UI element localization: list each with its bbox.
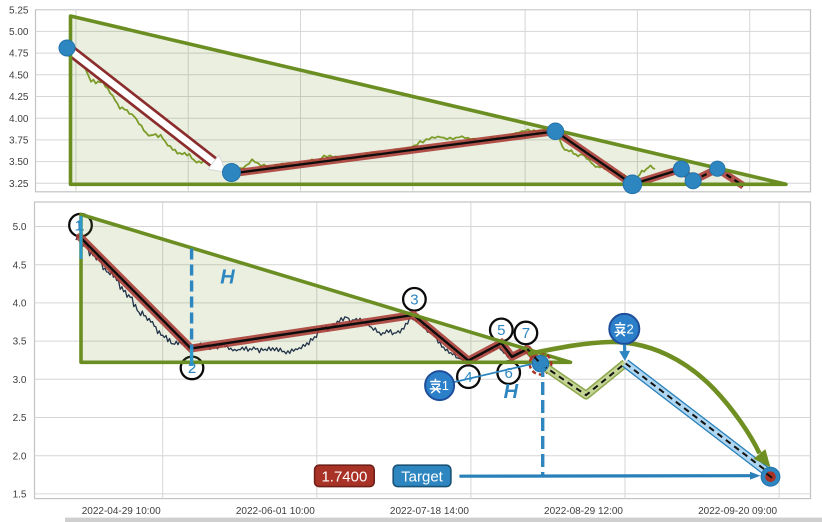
svg-text:4.00: 4.00 — [9, 114, 29, 125]
svg-text:4.5: 4.5 — [13, 260, 27, 271]
svg-text:Target: Target — [401, 468, 444, 485]
svg-text:5.0: 5.0 — [13, 222, 27, 233]
svg-text:5.00: 5.00 — [9, 27, 29, 38]
svg-text:6: 6 — [505, 365, 513, 382]
svg-text:3.50: 3.50 — [9, 157, 29, 168]
svg-text:2: 2 — [188, 360, 196, 377]
svg-text:3.0: 3.0 — [13, 375, 27, 386]
svg-text:3.25: 3.25 — [9, 179, 29, 190]
svg-text:4: 4 — [464, 369, 472, 386]
svg-text:2022-04-29 10:00: 2022-04-29 10:00 — [82, 506, 161, 517]
svg-text:2022-07-18 14:00: 2022-07-18 14:00 — [390, 506, 469, 517]
svg-text:4.25: 4.25 — [9, 92, 29, 103]
svg-text:1: 1 — [75, 217, 83, 234]
svg-text:2022-09-20 09:00: 2022-09-20 09:00 — [698, 506, 777, 517]
svg-text:3.75: 3.75 — [9, 136, 29, 147]
svg-text:3.5: 3.5 — [13, 337, 27, 348]
svg-text:4.75: 4.75 — [9, 49, 29, 60]
svg-text:2: 2 — [626, 322, 633, 337]
svg-text:5.25: 5.25 — [9, 5, 29, 16]
svg-text:H: H — [504, 381, 519, 403]
svg-text:5: 5 — [497, 322, 505, 339]
svg-text:4.50: 4.50 — [9, 70, 29, 81]
svg-text:2022-06-01 10:00: 2022-06-01 10:00 — [236, 506, 315, 517]
svg-text:2.5: 2.5 — [13, 413, 27, 424]
svg-text:2: 2 — [188, 360, 196, 377]
svg-text:2.0: 2.0 — [13, 451, 27, 462]
svg-text:2022-08-29 12:00: 2022-08-29 12:00 — [544, 506, 623, 517]
svg-text:1: 1 — [442, 378, 449, 393]
svg-text:1.5: 1.5 — [13, 490, 27, 501]
svg-text:4.0: 4.0 — [13, 299, 27, 310]
svg-text:1.7400: 1.7400 — [321, 468, 367, 485]
svg-text:H: H — [220, 267, 235, 289]
svg-text:3: 3 — [410, 292, 418, 309]
svg-text:7: 7 — [522, 325, 530, 342]
